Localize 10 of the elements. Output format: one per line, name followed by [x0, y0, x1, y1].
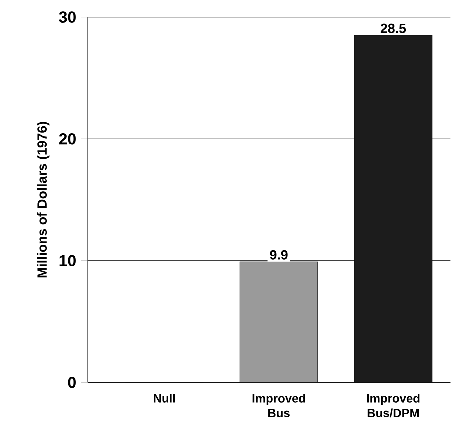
y-tick-label: 20: [59, 133, 76, 145]
x-tick-label: Improved Bus: [252, 394, 306, 418]
y-axis-title: Millions of Dollars (1976): [37, 122, 50, 278]
x-tick-label: Null: [154, 394, 176, 403]
data-label: 28.5: [380, 24, 406, 34]
x-tick-label: Improved Bus/DPM: [367, 394, 420, 418]
data-label: 9.9: [270, 250, 288, 260]
y-tick-label: 0: [68, 376, 76, 388]
y-tick-label: 30: [59, 12, 76, 23]
y-tick-label: 10: [60, 255, 76, 266]
